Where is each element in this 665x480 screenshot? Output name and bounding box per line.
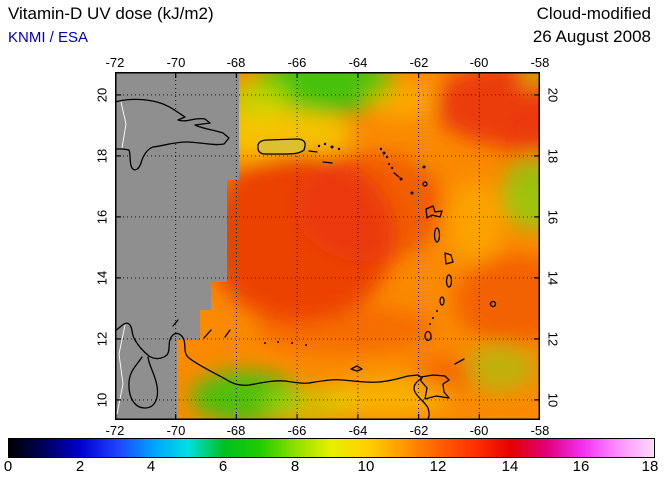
uv-dose-field	[115, 72, 540, 420]
colorbar-tick-label: 6	[218, 458, 228, 475]
lon-tick-label: -70	[166, 55, 186, 70]
lat-tick-label: 10	[545, 392, 561, 408]
lat-tick-label: 12	[545, 331, 561, 347]
colorbar	[8, 438, 655, 458]
st-vincent-coastline	[439, 296, 445, 306]
cloud-patch	[447, 182, 503, 262]
vieques-coastline	[308, 150, 318, 153]
lat-tick-label: 20	[545, 87, 561, 103]
lon-tick-label: -68	[226, 55, 246, 70]
small-island-dots	[264, 142, 438, 346]
high-dose-patch	[295, 152, 445, 262]
bonaire-coastline	[224, 329, 231, 338]
colorbar-tick-label: 16	[572, 458, 590, 475]
antigua-coastline	[422, 181, 428, 187]
high-dose-patch	[434, 72, 540, 146]
curacao-coastline	[203, 329, 212, 339]
st-kitts-coastline	[393, 172, 400, 178]
coastlines	[115, 98, 497, 420]
colorbar-tick-label: 8	[290, 458, 300, 475]
cloud-patch	[521, 72, 540, 85]
cloud-patch	[364, 82, 440, 118]
colorbar-tick-label: 18	[641, 458, 659, 475]
dominica-coastline	[433, 227, 441, 243]
graticule	[115, 72, 540, 420]
figure-title: Vitamin-D UV dose (kJ/m2)	[8, 4, 214, 23]
margarita-coastline	[350, 365, 363, 372]
lon-tick-label: -60	[469, 423, 489, 438]
lon-tick-label: -66	[287, 423, 307, 438]
cloud-patch	[502, 158, 540, 230]
lat-tick-label: 20	[94, 87, 110, 103]
credit-separator: /	[45, 29, 59, 46]
guadeloupe-coastline	[425, 205, 443, 219]
colorbar-tick-label: 14	[501, 458, 519, 475]
lon-tick-label: -64	[348, 55, 368, 70]
high-dose-patch	[255, 305, 435, 353]
lon-tick-label: -58	[530, 55, 550, 70]
high-dose-patch	[455, 254, 540, 346]
cloud-patch	[208, 108, 352, 160]
country-borders	[116, 101, 127, 415]
st-croix-coastline	[322, 161, 333, 164]
lon-tick-label: -62	[409, 55, 429, 70]
map-canvas	[115, 72, 540, 420]
colorbar-tick-label: 4	[146, 458, 156, 475]
colorbar-tick-label: 2	[75, 458, 85, 475]
colorbar-tick-label: 10	[357, 458, 375, 475]
grenada-coastline	[424, 330, 432, 342]
colorbar-gradient	[9, 439, 654, 457]
lat-tick-label: 18	[94, 148, 110, 164]
lon-tick-label: -72	[105, 55, 125, 70]
lat-tick-label: 10	[94, 392, 110, 408]
colorbar-tick-label: 0	[3, 458, 13, 475]
esa-link[interactable]: ESA	[58, 29, 89, 46]
trinidad-coastline	[420, 374, 450, 400]
lon-tick-label: -58	[530, 423, 550, 438]
aruba-coastline	[172, 319, 179, 327]
mode-label: Cloud-modified	[536, 4, 651, 23]
lon-tick-label: -68	[226, 423, 246, 438]
lon-tick-label: -70	[166, 423, 186, 438]
tobago-coastline	[454, 358, 465, 365]
credit-line: KNMI / ESA	[8, 29, 88, 46]
no-data-region	[115, 72, 239, 420]
plot-frame	[115, 72, 540, 420]
lon-tick-label: -72	[105, 423, 125, 438]
puerto-rico-coastline	[257, 138, 306, 155]
hispaniola-coastline	[115, 98, 230, 171]
martinique-coastline	[444, 252, 454, 265]
lat-tick-label: 18	[545, 148, 561, 164]
date-label: 26 August 2008	[532, 27, 651, 46]
lon-tick-label: -66	[287, 55, 307, 70]
barbados-coastline	[489, 300, 497, 308]
lon-tick-label: -64	[348, 423, 368, 438]
lon-tick-label: -62	[409, 423, 429, 438]
colorbar-tick-label: 12	[429, 458, 447, 475]
lake-maracaibo-coastline	[128, 356, 159, 409]
cloud-patch	[255, 72, 395, 114]
lat-tick-label: 16	[545, 209, 561, 225]
lat-tick-label: 12	[94, 331, 110, 347]
lon-tick-label: -60	[469, 55, 489, 70]
cloud-patch	[464, 344, 536, 392]
lat-tick-label: 14	[94, 270, 110, 286]
cloud-patch	[325, 377, 449, 417]
st-lucia-coastline	[445, 274, 453, 288]
knmi-link[interactable]: KNMI	[8, 29, 46, 46]
lat-tick-label: 14	[545, 270, 561, 286]
high-dose-patch	[415, 356, 475, 392]
lat-tick-label: 16	[94, 209, 110, 225]
